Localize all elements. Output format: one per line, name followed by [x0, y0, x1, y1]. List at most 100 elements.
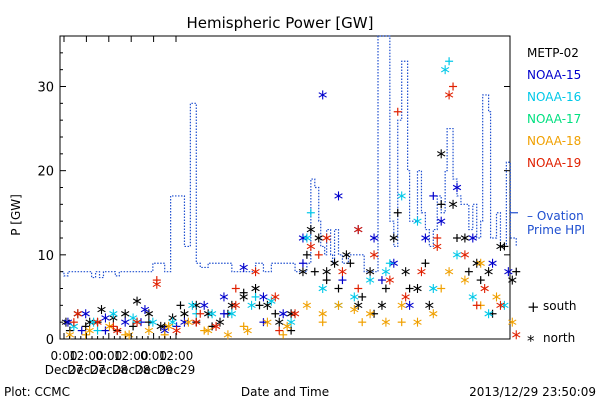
north-star-marker	[365, 275, 375, 285]
star-marker-arm	[437, 218, 446, 224]
star-marker-arm	[164, 323, 173, 330]
star-marker-arm	[397, 302, 406, 309]
y-tick-label: 20	[37, 165, 54, 180]
south-plus-marker	[144, 318, 153, 327]
north-star-marker	[504, 267, 513, 277]
south-plus-marker	[358, 292, 367, 301]
south-plus-marker	[512, 267, 521, 276]
north-star-marker	[460, 233, 470, 243]
star-marker-arm	[223, 332, 233, 338]
star-marker-arm	[330, 260, 339, 266]
north-star-marker	[500, 300, 509, 310]
north-star-marker	[231, 300, 240, 310]
north-star-marker	[140, 305, 150, 315]
star-marker-arm	[89, 319, 98, 325]
north-star-marker	[512, 330, 521, 340]
star-marker-arm	[97, 306, 106, 313]
north-star-marker	[251, 267, 260, 277]
south-plus-marker	[129, 322, 138, 331]
south-plus-marker	[298, 259, 307, 268]
south-plus-marker	[354, 284, 363, 293]
north-star-marker	[381, 267, 391, 277]
north-star-marker	[452, 250, 462, 260]
plot-credit: Plot: CCMC	[4, 385, 70, 399]
star-marker-arm	[65, 332, 75, 338]
star-marker-arm	[275, 319, 284, 325]
ovation-legend: – Ovation Prime HPI	[527, 209, 585, 237]
star-marker-arm	[306, 243, 316, 250]
star-marker-arm	[369, 252, 379, 258]
north-star-marker	[121, 309, 130, 319]
north-star-marker	[508, 317, 517, 327]
north-star-marker	[322, 233, 331, 243]
north-star-marker	[203, 309, 213, 319]
star-marker-arm	[61, 319, 71, 325]
star-marker-arm	[401, 268, 410, 275]
south-plus-marker	[255, 301, 264, 310]
north-star-marker	[508, 275, 517, 285]
north-star-marker	[425, 300, 434, 310]
x-tick-date-label: Dec29	[157, 363, 196, 377]
star-marker-arm	[298, 268, 308, 275]
north-star-marker	[180, 317, 189, 327]
north-star-marker	[306, 241, 316, 251]
star-marker-arm	[500, 302, 509, 309]
north-star-marker	[132, 296, 142, 306]
star-marker-arm	[215, 319, 225, 325]
star-marker-arm	[247, 302, 256, 309]
north-star-marker	[286, 317, 296, 327]
north-star-marker	[401, 292, 410, 302]
north-star-marker	[290, 309, 300, 319]
south-marker-label: south	[543, 299, 577, 313]
north-star-marker	[397, 191, 406, 201]
north-star-marker	[452, 183, 462, 192]
star-marker-arm	[85, 327, 94, 334]
star-marker-arm	[85, 319, 94, 325]
north-star-marker	[286, 309, 296, 319]
satellite-markers	[61, 57, 521, 340]
star-marker-arm	[460, 235, 470, 241]
star-marker-arm	[227, 311, 237, 317]
north-star-marker	[433, 241, 442, 251]
north-star-marker	[282, 321, 292, 331]
star-marker-arm	[318, 311, 327, 317]
south-plus-marker	[101, 326, 110, 335]
north-star-marker	[180, 309, 189, 319]
north-star-marker	[192, 300, 201, 310]
star-marker-arm	[440, 66, 450, 73]
south-plus-marker	[259, 318, 268, 327]
star-marker-arm	[334, 193, 343, 199]
x-tick-date-label: Dec27	[45, 363, 84, 377]
star-marker-arm	[429, 285, 438, 292]
star-marker-arm	[69, 323, 79, 330]
star-marker-arm	[63, 319, 73, 325]
star-marker-arm	[468, 235, 477, 241]
star-marker-arm	[286, 311, 296, 317]
star-marker-arm	[302, 235, 312, 241]
star-marker-arm	[219, 294, 229, 300]
star-marker-arm	[128, 315, 138, 321]
star-marker-arm	[203, 311, 213, 317]
star-marker-arm	[282, 323, 292, 330]
south-plus-marker	[77, 326, 86, 335]
south-plus-marker	[405, 284, 414, 293]
south-plus-marker	[81, 330, 90, 339]
star-marker-arm	[421, 235, 430, 241]
star-marker-arm	[318, 285, 327, 292]
star-marker-arm	[290, 311, 300, 317]
x-tick-date-label: Dec28	[112, 363, 151, 377]
south-plus-marker	[200, 326, 209, 335]
x-axis-label: Date and Time	[241, 385, 329, 399]
star-marker-arm	[460, 277, 470, 283]
legend-entry: NOAA-17	[527, 112, 581, 126]
south-plus-marker	[437, 284, 446, 293]
star-marker-arm	[239, 294, 248, 300]
x-tick-time-label: 0:00	[95, 349, 122, 363]
north-star-marker	[468, 233, 477, 243]
north-star-marker	[152, 279, 161, 289]
star-marker-arm	[334, 302, 343, 309]
x-tick-date-label: Dec27	[67, 363, 106, 377]
star-marker-arm	[365, 268, 375, 275]
star-marker-arm	[480, 285, 489, 292]
north-star-marker	[369, 233, 379, 243]
